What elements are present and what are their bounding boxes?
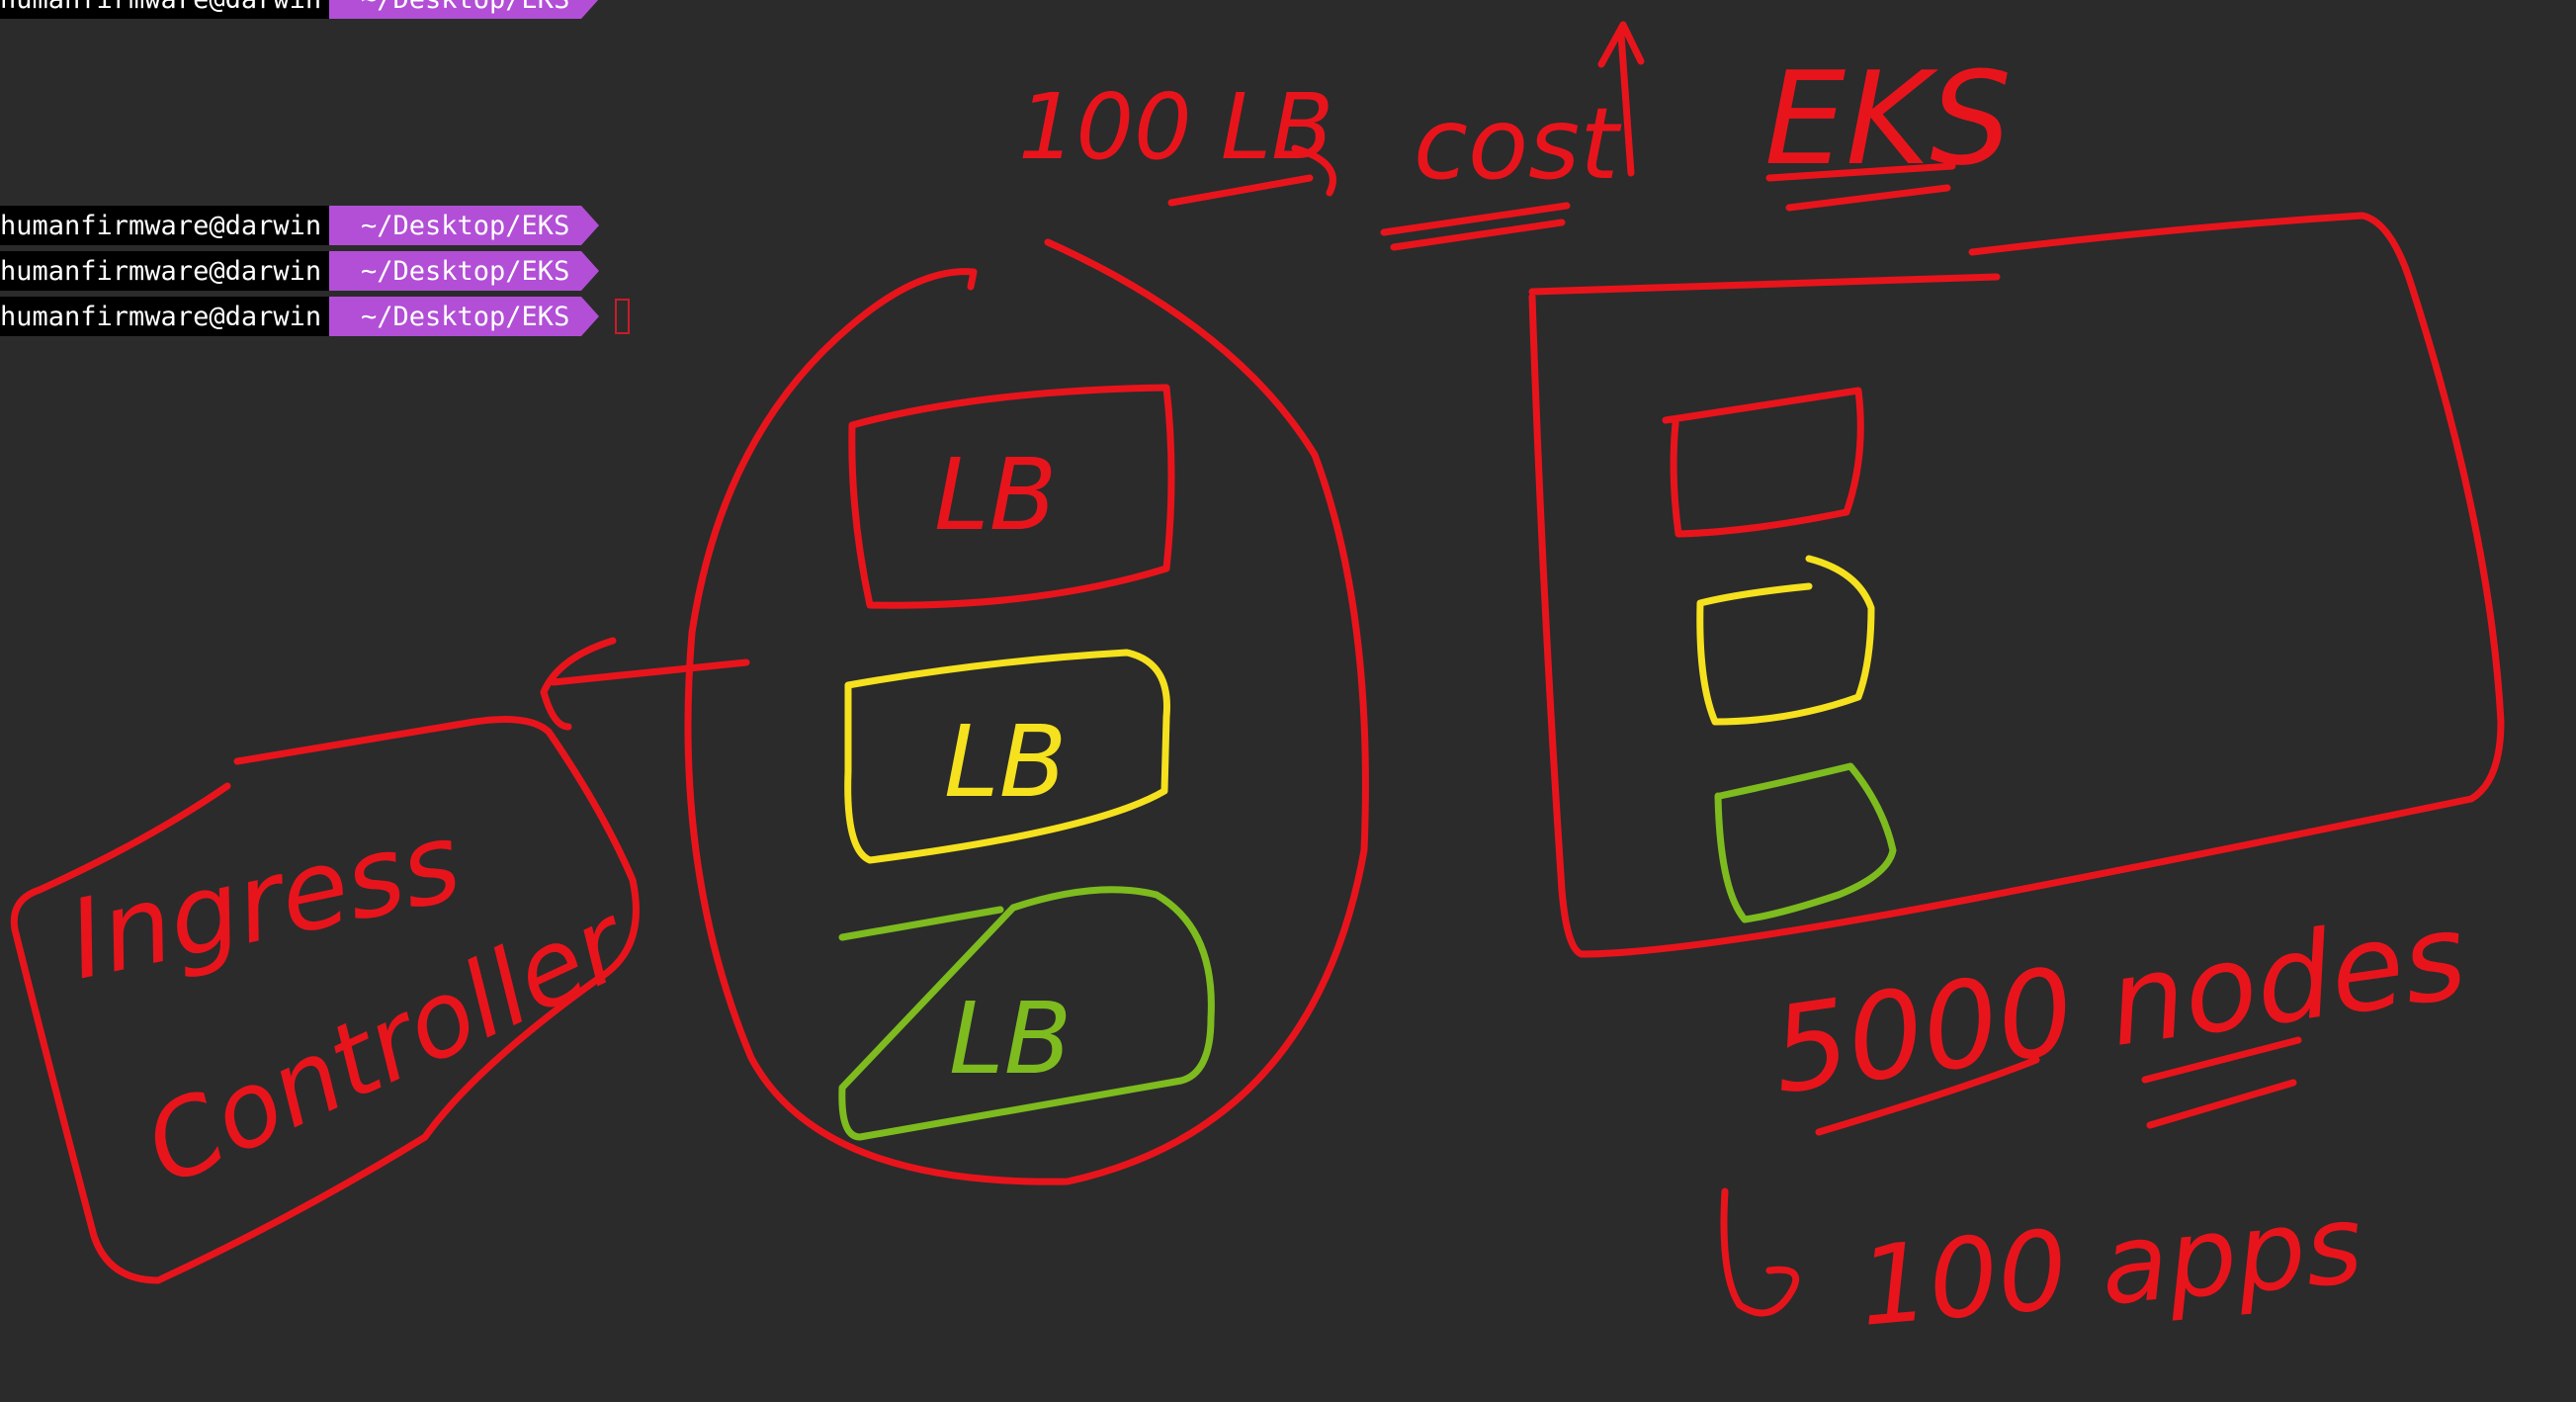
prompt-user: humanfirmware@darwin (0, 251, 329, 291)
prompt-arrow-icon (581, 297, 599, 336)
eks-underline (1765, 162, 1956, 212)
prompt-user: humanfirmware@darwin (0, 0, 329, 19)
nodes-underline (1815, 1036, 2302, 1136)
count-lb-label: 100 LB (1018, 74, 1333, 180)
cost-underline (1380, 202, 1571, 251)
lb-box-yellow (844, 649, 1170, 864)
prompt-path: ~/Desktop/EKS (329, 297, 599, 336)
lb-box-green (838, 886, 1215, 1141)
prompt-path-text: ~/Desktop/EKS (361, 255, 570, 287)
lb-box-red (848, 384, 1175, 609)
nodes-label: 5000 nodes (1764, 888, 2474, 1121)
prompt-arrow-icon (581, 251, 599, 291)
prompt-path: ~/Desktop/EKS (329, 0, 599, 19)
apps-label: 100 apps (1854, 1181, 2367, 1351)
arrow-icon (1167, 144, 1336, 207)
prompt-path-text: ~/Desktop/EKS (361, 210, 570, 241)
lb-label-yellow: LB (944, 704, 1067, 820)
prompt-arrow-icon (581, 0, 599, 19)
node-box-yellow (1696, 555, 1875, 726)
cost-label: cost (1414, 86, 1622, 202)
terminal-cursor[interactable] (615, 299, 630, 334)
prompt-user: humanfirmware@darwin (0, 297, 329, 336)
up-arrow-icon (1597, 21, 1645, 177)
node-box-green (1714, 762, 1897, 923)
prompt-path-text: ~/Desktop/EKS (361, 0, 569, 15)
prompt-path: ~/Desktop/EKS (329, 251, 599, 291)
hook-arrow-icon (1720, 1187, 1800, 1317)
lb-label-red: LB (934, 437, 1057, 553)
ingress-controller-outline (10, 716, 640, 1284)
prompt-path: ~/Desktop/EKS (329, 206, 599, 245)
node-box-red (1662, 387, 1864, 538)
cluster-box (1528, 212, 2505, 958)
lb-group-circle (684, 238, 1369, 1185)
lb-label-green: LB (949, 981, 1072, 1096)
prompt-arrow-icon (581, 206, 599, 245)
terminal-prompt-line: humanfirmware@darwin ~/Desktop/EKS (0, 297, 599, 336)
terminal-prompt-line: humanfirmware@darwin ~/Desktop/EKS (0, 206, 599, 245)
arrow-left-icon (540, 637, 750, 731)
terminal-prompt-line: humanfirmware@darwin ~/Desktop/EKS (0, 251, 599, 291)
prompt-user: humanfirmware@darwin (0, 206, 329, 245)
prompt-path-text: ~/Desktop/EKS (361, 301, 570, 332)
terminal-prompt-line: humanfirmware@darwin ~/Desktop/EKS (0, 0, 599, 19)
